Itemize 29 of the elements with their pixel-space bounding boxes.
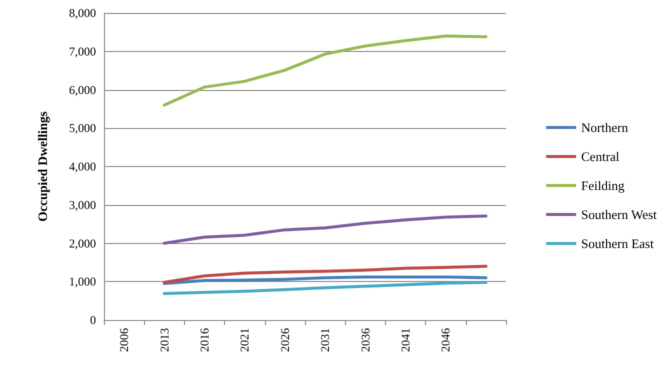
legend-label: Feilding [581, 178, 625, 193]
line-series [162, 34, 488, 107]
y-tick-label: 4,000 [69, 160, 96, 174]
legend-label: Southern West [581, 207, 658, 222]
line-series [162, 280, 488, 296]
x-tick-label: 2036 [358, 328, 372, 352]
y-tick-label: 5,000 [69, 121, 96, 136]
y-tick-label: 8,000 [69, 6, 96, 20]
y-tick-label: 0 [90, 313, 96, 327]
legend-label: Southern East [581, 236, 654, 251]
x-tick-label: 2026 [278, 328, 292, 352]
line-series [162, 276, 488, 286]
y-axis-title: Occupied Dwellings [35, 111, 50, 222]
x-tick-label: 2031 [318, 328, 332, 352]
x-tick-label: 2016 [198, 328, 212, 352]
x-tick-label: 2041 [398, 328, 412, 352]
y-tick-label: 2,000 [69, 236, 96, 250]
x-tick-label: 2013 [157, 328, 172, 352]
x-tick-label: 2021 [238, 328, 252, 352]
line-series [162, 214, 488, 245]
y-tick-label: 6,000 [69, 82, 96, 97]
y-tick-label: 1,000 [69, 274, 96, 289]
legend-label: Central [581, 149, 620, 164]
x-tick-label: 2006 [117, 328, 132, 352]
y-tick-label: 7,000 [69, 44, 96, 58]
x-tick-label: 2046 [438, 328, 453, 352]
line-series [162, 264, 488, 284]
legend-label: Northern [581, 120, 629, 135]
y-tick-label: 3,000 [69, 198, 96, 212]
